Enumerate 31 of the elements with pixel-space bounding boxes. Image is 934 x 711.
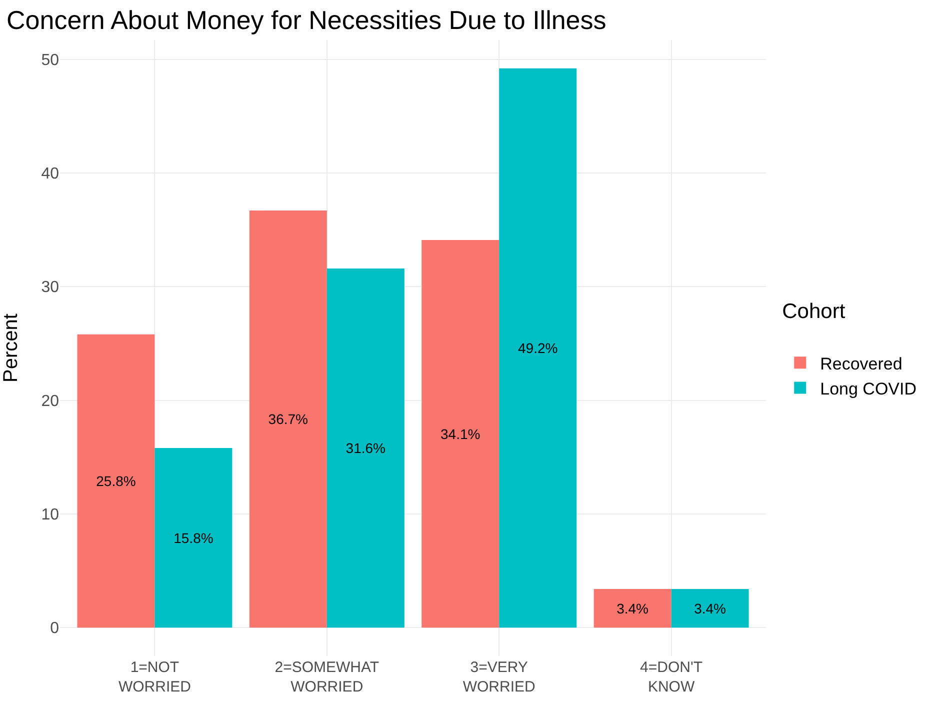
data-label: 25.8% bbox=[96, 472, 136, 489]
bar bbox=[594, 588, 672, 628]
y-tick-label: 20 bbox=[41, 392, 60, 410]
bar bbox=[154, 448, 232, 628]
bar bbox=[249, 210, 327, 628]
x-tick-label: 2=SOMEWHAT WORRIED bbox=[274, 659, 380, 696]
x-tick-label: 1=NOT WORRIED bbox=[118, 659, 192, 696]
y-tick-label: 10 bbox=[41, 506, 60, 524]
data-label: 49.2% bbox=[518, 340, 558, 356]
data-label: 3.4% bbox=[616, 600, 649, 616]
bar bbox=[77, 334, 155, 628]
legend-label: Recovered bbox=[820, 354, 902, 374]
x-tick-label: 3=VERY WORRIED bbox=[462, 659, 536, 696]
y-tick-label: 50 bbox=[41, 52, 60, 69]
data-label: 3.4% bbox=[694, 600, 726, 616]
data-label: 31.6% bbox=[346, 440, 386, 456]
data-label: 15.8% bbox=[174, 530, 214, 546]
bar bbox=[326, 268, 404, 628]
bar bbox=[499, 68, 577, 628]
data-label: 34.1% bbox=[440, 426, 480, 442]
bar bbox=[671, 588, 749, 628]
chart-title: Concern About Money for Necessities Due to Illness bbox=[6, 4, 606, 35]
y-tick-label: 30 bbox=[41, 279, 60, 296]
y-axis-title: Percent bbox=[0, 313, 22, 382]
bar bbox=[422, 240, 500, 628]
x-tick-label: 4=DON'T KNOW bbox=[640, 659, 703, 696]
data-label: 36.7% bbox=[268, 411, 308, 428]
y-tick-label: 0 bbox=[50, 620, 60, 638]
legend-label: Long COVID bbox=[820, 379, 917, 398]
y-tick-label: 40 bbox=[41, 166, 60, 183]
legend-title: Cohort bbox=[782, 300, 846, 323]
